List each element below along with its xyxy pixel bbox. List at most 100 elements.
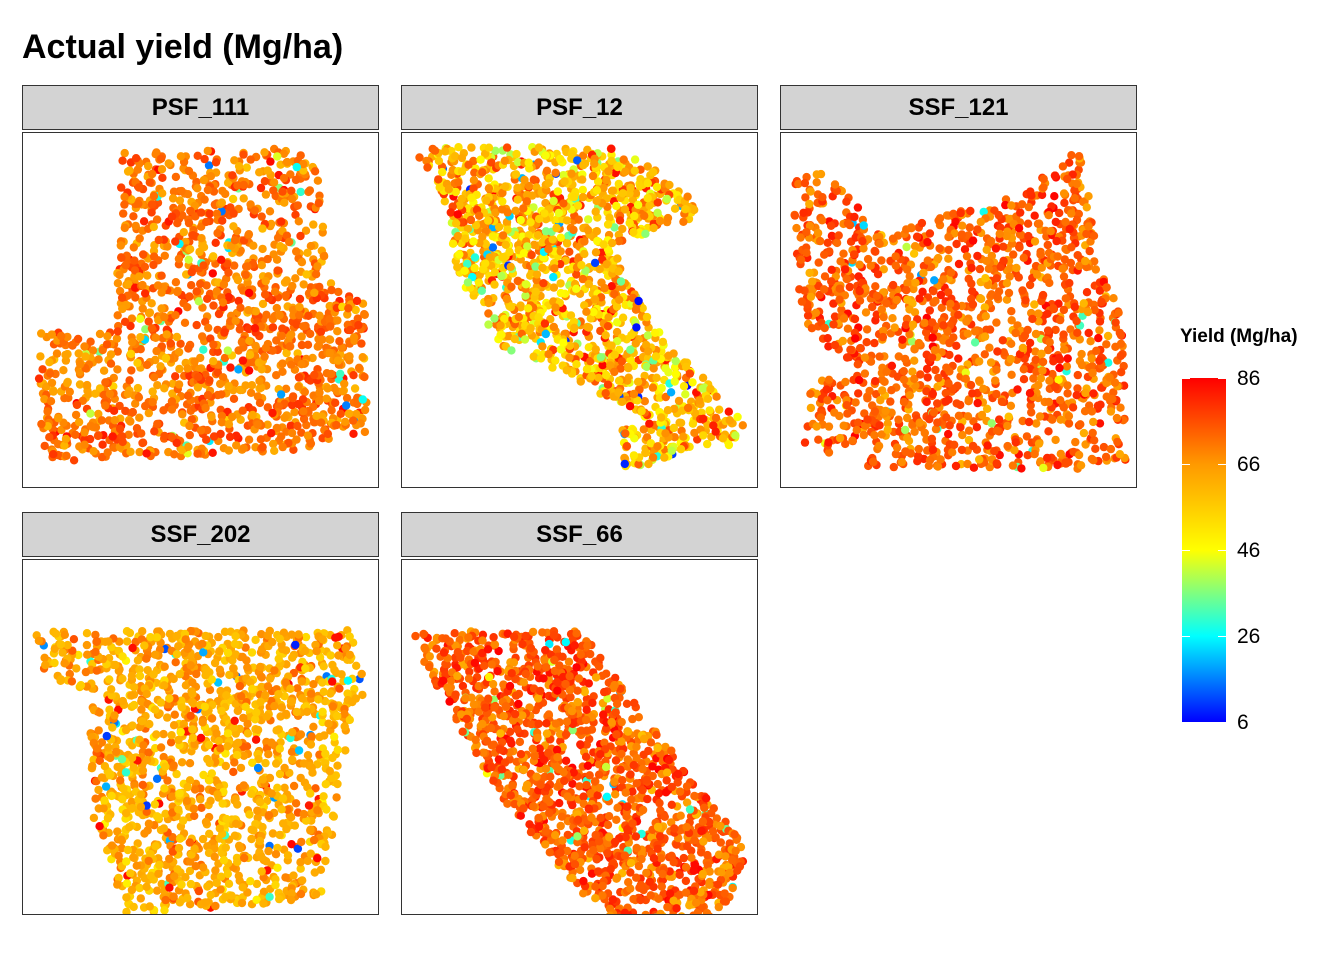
yield-point — [905, 330, 914, 339]
yield-point — [910, 374, 919, 384]
yield-point — [231, 316, 240, 325]
yield-point — [311, 270, 321, 279]
yield-point — [903, 265, 912, 274]
yield-point — [559, 199, 568, 208]
yield-point — [806, 389, 815, 398]
yield-point — [888, 314, 897, 323]
yield-point — [183, 190, 193, 199]
yield-point — [148, 169, 157, 179]
yield-point — [112, 334, 122, 343]
yield-point — [987, 419, 996, 428]
yield-point — [352, 409, 361, 419]
yield-point — [532, 270, 542, 279]
yield-point — [263, 403, 272, 412]
yield-point — [233, 275, 243, 285]
yield-point — [1006, 401, 1016, 410]
yield-point — [901, 320, 911, 330]
yield-point — [484, 174, 493, 183]
yield-point — [197, 208, 206, 217]
yield-point — [203, 294, 212, 303]
yield-point — [610, 350, 619, 359]
yield-point — [1070, 186, 1079, 195]
yield-point — [540, 209, 549, 218]
yield-point — [731, 431, 740, 440]
yield-point — [454, 178, 463, 187]
yield-point — [1090, 305, 1099, 315]
yield-point — [908, 367, 917, 376]
yield-point — [1043, 309, 1052, 318]
yield-point — [216, 379, 225, 389]
yield-point — [326, 279, 336, 288]
yield-point — [873, 270, 883, 279]
yield-point — [1006, 263, 1015, 273]
yield-point — [544, 350, 553, 359]
yield-point — [358, 395, 367, 404]
yield-point — [835, 433, 845, 443]
yield-point — [422, 156, 431, 166]
yield-point — [533, 231, 543, 240]
panel-ssf-202: SSF_202 — [22, 512, 379, 915]
yield-point — [310, 370, 319, 380]
yield-point — [968, 300, 978, 309]
yield-point — [101, 401, 110, 410]
yield-point — [203, 146, 212, 156]
yield-point — [1051, 382, 1060, 392]
yield-point — [260, 352, 269, 361]
yield-point — [118, 156, 127, 165]
yield-point — [263, 166, 272, 175]
yield-point — [984, 264, 993, 273]
yield-point — [88, 346, 98, 355]
yield-point — [562, 366, 571, 375]
yield-point — [172, 438, 181, 448]
yield-point — [203, 426, 212, 435]
yield-point — [1095, 419, 1105, 428]
yield-point — [185, 292, 194, 301]
yield-point — [602, 260, 611, 269]
yield-point — [506, 262, 515, 271]
yield-point — [60, 441, 69, 450]
yield-point — [902, 286, 911, 295]
yield-point — [136, 314, 145, 323]
yield-point — [269, 439, 278, 449]
yield-point — [299, 166, 308, 175]
yield-point — [993, 347, 1002, 356]
yield-point — [923, 373, 932, 382]
yield-point — [319, 792, 328, 801]
yield-point — [544, 245, 553, 254]
yield-point — [999, 242, 1008, 251]
yield-map — [22, 559, 379, 915]
yield-point — [842, 197, 851, 206]
yield-point — [310, 288, 319, 297]
yield-point — [268, 323, 278, 332]
yield-point — [824, 375, 834, 384]
yield-point — [698, 384, 707, 393]
yield-point — [807, 324, 817, 333]
yield-point — [965, 223, 974, 232]
yield-point — [560, 177, 569, 186]
yield-point — [960, 245, 970, 254]
yield-point — [613, 254, 622, 263]
yield-point — [75, 380, 85, 389]
yield-point — [949, 209, 958, 218]
yield-point — [467, 193, 476, 203]
yield-point — [440, 197, 449, 206]
yield-point — [184, 166, 194, 176]
yield-point — [1056, 415, 1065, 424]
yield-point — [141, 325, 150, 334]
yield-point — [106, 359, 116, 368]
yield-point — [152, 346, 161, 356]
yield-point — [227, 412, 237, 422]
yield-point — [975, 264, 985, 274]
yield-point — [228, 194, 238, 204]
yield-point — [252, 879, 262, 889]
yield-point — [1011, 328, 1020, 338]
yield-point — [503, 208, 512, 217]
yield-point — [296, 231, 305, 241]
yield-point — [614, 179, 623, 189]
yield-point — [179, 228, 188, 237]
yield-point — [944, 288, 953, 297]
yield-point — [43, 407, 52, 416]
panel-label: PSF_111 — [22, 85, 379, 130]
yield-point — [827, 231, 837, 241]
yield-point — [1029, 374, 1038, 383]
